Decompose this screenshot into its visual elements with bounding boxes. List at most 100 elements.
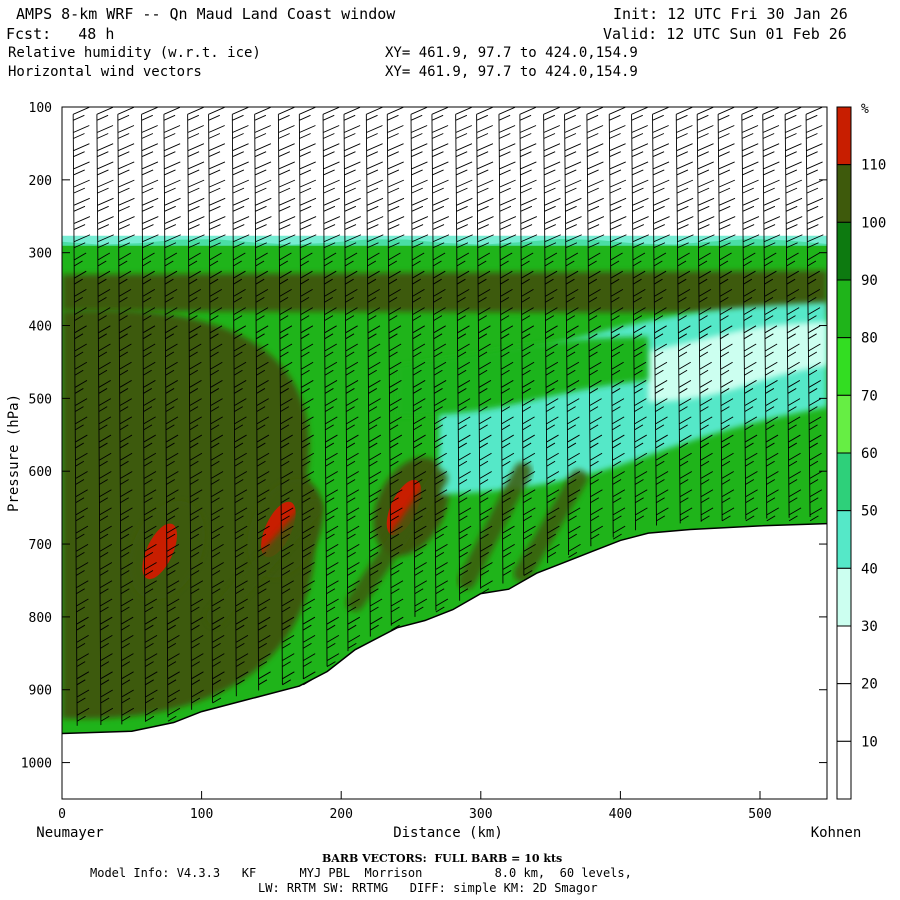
wind-barb-column-10 — [298, 107, 317, 686]
x-tick-label: 100 — [190, 807, 213, 822]
wind-barb-column-29 — [717, 107, 736, 522]
wind-barb-column-26 — [652, 107, 670, 526]
terrain — [62, 522, 827, 799]
wind-barb-column-28 — [696, 107, 715, 522]
wind-barb-column-8 — [254, 107, 272, 691]
valid-time: Valid: 12 UTC Sun 01 Feb 26 — [603, 25, 847, 43]
wind-barb-column-4 — [163, 107, 181, 722]
wind-barb-column-15 — [410, 107, 429, 617]
colorbar-box — [836, 510, 852, 569]
x-tick-label: 200 — [329, 807, 352, 822]
rh-region-0 — [62, 270, 827, 313]
x-tick-label: 400 — [609, 807, 632, 822]
model-info: Model Info: V4.3.3 KF MYJ PBL Morrison 8… — [90, 866, 632, 880]
colorbar-box — [836, 394, 852, 454]
rh-max-3 — [142, 523, 178, 580]
wind-barb-column-20 — [519, 107, 538, 576]
colorbar-label: 70 — [861, 388, 878, 404]
field2-label: Horizontal wind vectors — [8, 64, 202, 80]
rh-max-4 — [386, 479, 422, 536]
x-tick-label: 500 — [748, 807, 771, 822]
x-end-label: Kohnen — [811, 825, 862, 841]
wind-barb-column-27 — [675, 107, 694, 524]
x-tick-label: 0 — [58, 807, 66, 822]
colorbar-box — [836, 567, 852, 627]
colorbar-label: 30 — [861, 619, 878, 635]
terrain-surface-line — [62, 522, 827, 735]
field1-label: Relative humidity (w.r.t. ice) — [8, 45, 261, 61]
wind-barb-column-18 — [476, 107, 494, 595]
physics-info: LW: RRTM SW: RRTMG DIFF: simple KM: 2D S… — [258, 881, 598, 895]
field1-xy: XY= 461.9, 97.7 to 424.0,154.9 — [385, 45, 638, 61]
y-tick-label: 200 — [29, 174, 52, 189]
y-axis-label: Pressure (hPa) — [6, 394, 22, 512]
colorbar-label: 80 — [861, 331, 878, 347]
y-tick-label: 600 — [29, 465, 52, 480]
wind-barb-column-24 — [608, 107, 627, 540]
wind-barb-column-30 — [741, 107, 760, 522]
wind-barb-column-19 — [498, 107, 517, 584]
y-tick-label: 300 — [29, 247, 52, 262]
wind-barb-column-21 — [543, 107, 561, 564]
wind-barb-column-14 — [386, 107, 405, 631]
x-start-label: Neumayer — [36, 825, 103, 841]
wind-barb-column-6 — [208, 107, 226, 704]
colorbar-box — [836, 106, 852, 166]
forecast-hour: Fcst: 48 h — [6, 25, 115, 43]
colorbar-unit: % — [861, 102, 869, 117]
init-time: Init: 12 UTC Fri 30 Jan 26 — [613, 5, 848, 23]
colorbar-box — [836, 279, 852, 339]
wind-barb-column-25 — [631, 107, 649, 531]
wind-barb-column-16 — [431, 107, 450, 613]
barb-legend: BARB VECTORS: FULL BARB = 10 kts — [322, 852, 563, 865]
rh-region-6 — [648, 321, 827, 403]
colorbar-label: 110 — [861, 158, 886, 174]
colorbar-box — [836, 683, 852, 742]
colorbar-label: 60 — [861, 446, 878, 462]
colorbar-label: 50 — [861, 504, 878, 520]
colorbar-box — [836, 740, 852, 800]
chart-title: AMPS 8-km WRF -- Qn Maud Land Coast wind… — [16, 5, 396, 23]
y-tick-label: 900 — [29, 684, 52, 699]
colorbar-label: 10 — [861, 734, 878, 750]
y-tick-label: 500 — [29, 392, 52, 407]
wind-barb-column-22 — [564, 107, 582, 558]
wind-barb-column-23 — [586, 107, 605, 547]
rh-streak-2 — [457, 462, 532, 590]
colorbar-box — [836, 337, 852, 396]
wind-barb-column-7 — [231, 107, 250, 697]
wind-barb-column-17 — [455, 107, 473, 601]
x-tick-label: 300 — [469, 807, 492, 822]
rh-top-fringe — [62, 235, 827, 246]
wind-barb-column-2 — [117, 107, 135, 725]
wind-barb-column-33 — [805, 107, 824, 522]
wind-barb-column-13 — [365, 107, 384, 637]
terrain-fill — [62, 523, 827, 799]
colorbar-label: 90 — [861, 273, 878, 289]
colorbar-label: 100 — [861, 215, 886, 231]
wind-barbs — [72, 107, 824, 726]
y-tick-label: 1000 — [21, 757, 52, 772]
wind-barb-column-1 — [96, 107, 114, 726]
rh-streak-1 — [346, 469, 448, 612]
wind-barb-column-3 — [141, 107, 159, 722]
field2-xy: XY= 461.9, 97.7 to 424.0,154.9 — [385, 64, 638, 80]
wind-barb-column-31 — [762, 107, 781, 522]
colorbar: 110 100 90 80 70 60 50 40 30 20 10% — [836, 102, 886, 800]
colorbar-box — [836, 452, 852, 512]
rh-streak-0 — [206, 498, 323, 626]
y-tick-label: 100 — [29, 101, 52, 116]
colorbar-label: 40 — [861, 561, 878, 577]
wind-barb-column-12 — [343, 107, 362, 652]
rh-region-7 — [397, 336, 649, 417]
rh-streak-3 — [513, 469, 588, 583]
humidity-field — [62, 235, 827, 745]
y-tick-label: 700 — [29, 538, 52, 553]
plot-frame — [61, 106, 828, 800]
wind-barb-column-0 — [72, 107, 91, 726]
y-tick-label: 800 — [29, 611, 52, 626]
colorbar-box — [836, 164, 852, 223]
colorbar-label: 20 — [861, 677, 878, 693]
wind-barb-column-11 — [322, 107, 341, 667]
